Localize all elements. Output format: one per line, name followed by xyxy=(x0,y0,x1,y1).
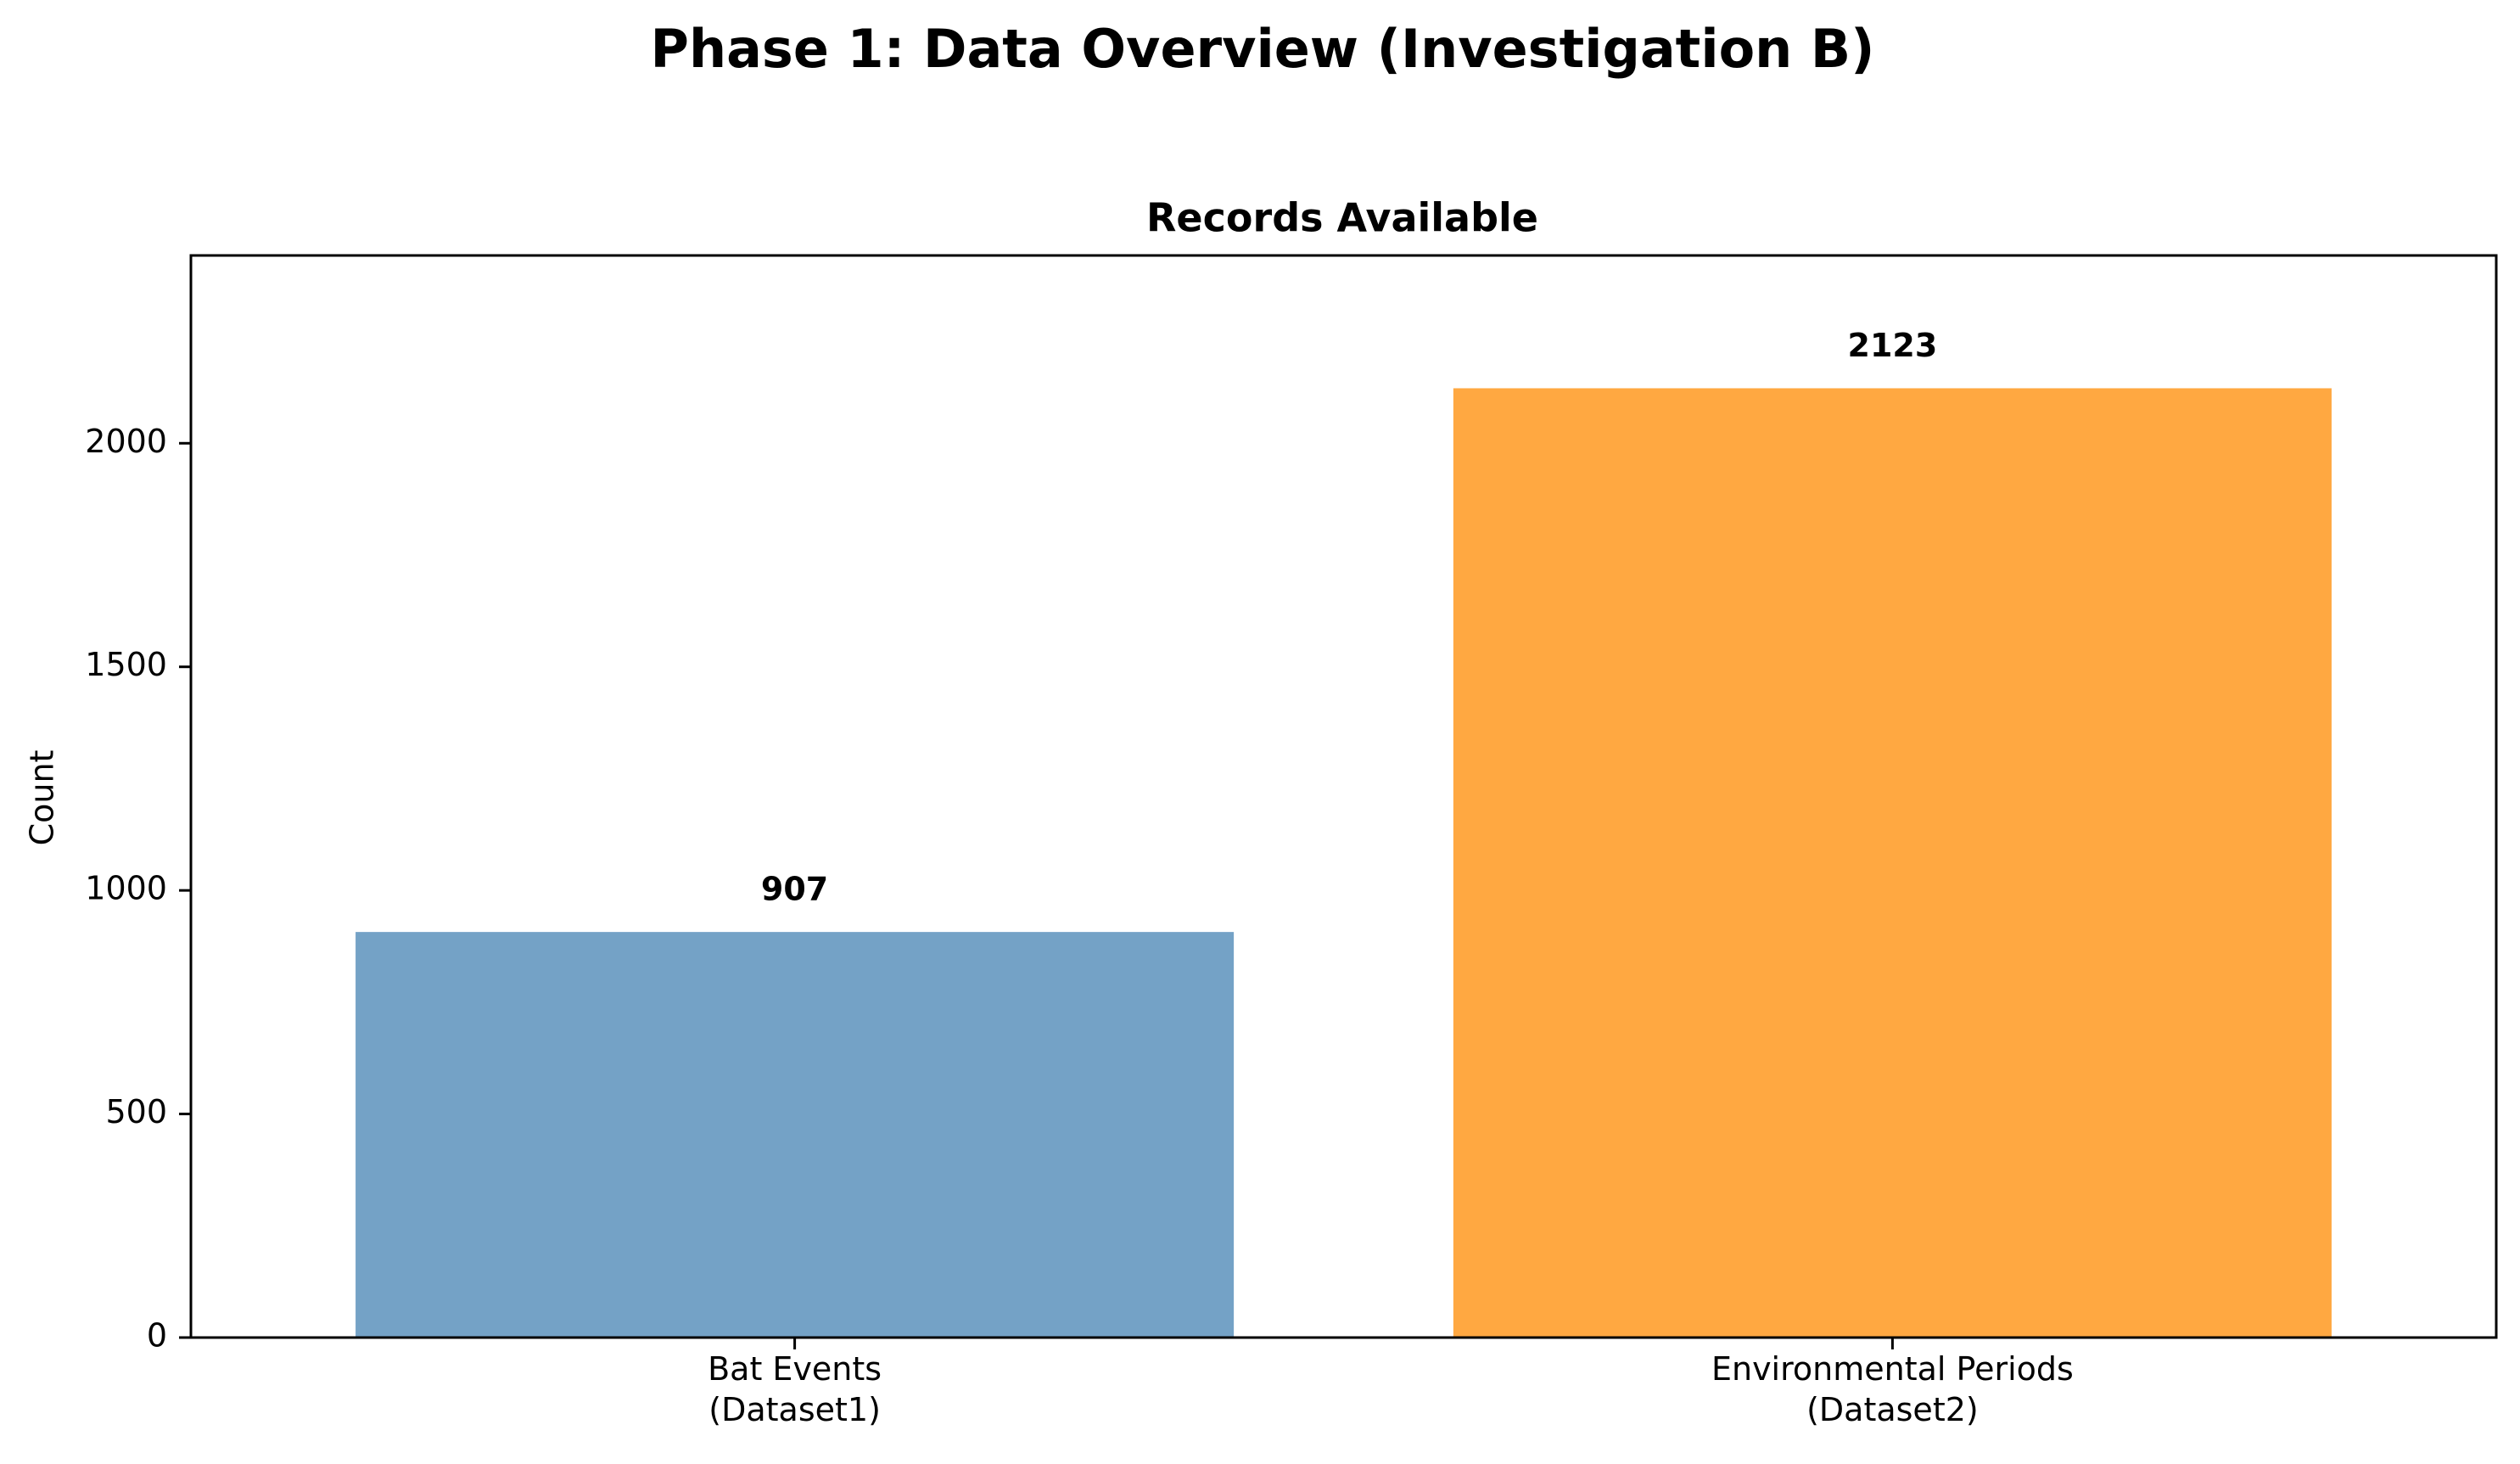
bar-1 xyxy=(1453,388,2332,1338)
x-tick-label-0: Bat Events (Dataset1) xyxy=(708,1350,882,1428)
bar-0 xyxy=(356,932,1235,1338)
x-tick-label-1: Environmental Periods (Dataset2) xyxy=(1711,1350,2074,1428)
figure-suptitle: Phase 1: Data Overview (Investigation B) xyxy=(651,18,1875,80)
plot-frame xyxy=(189,254,2498,1339)
y-tick-label-3: 1500 xyxy=(85,646,167,683)
bars-layer: 907 2123 xyxy=(356,327,2332,1338)
data-label-1: 2123 xyxy=(1848,327,1938,364)
y-tick-label-0: 0 xyxy=(147,1317,167,1355)
chart-title: Records Available xyxy=(1146,195,1538,241)
x-axis: Bat Events (Dataset1) Environmental Period… xyxy=(708,1338,2074,1428)
y-axis: 0 500 1000 1500 2000 xyxy=(85,423,191,1355)
y-tick-label-2: 1000 xyxy=(85,870,167,907)
y-tick-label-1: 500 xyxy=(105,1093,167,1130)
data-label-0: 907 xyxy=(761,871,828,908)
y-tick-label-4: 2000 xyxy=(85,423,167,460)
y-axis-label: Count xyxy=(24,750,61,846)
